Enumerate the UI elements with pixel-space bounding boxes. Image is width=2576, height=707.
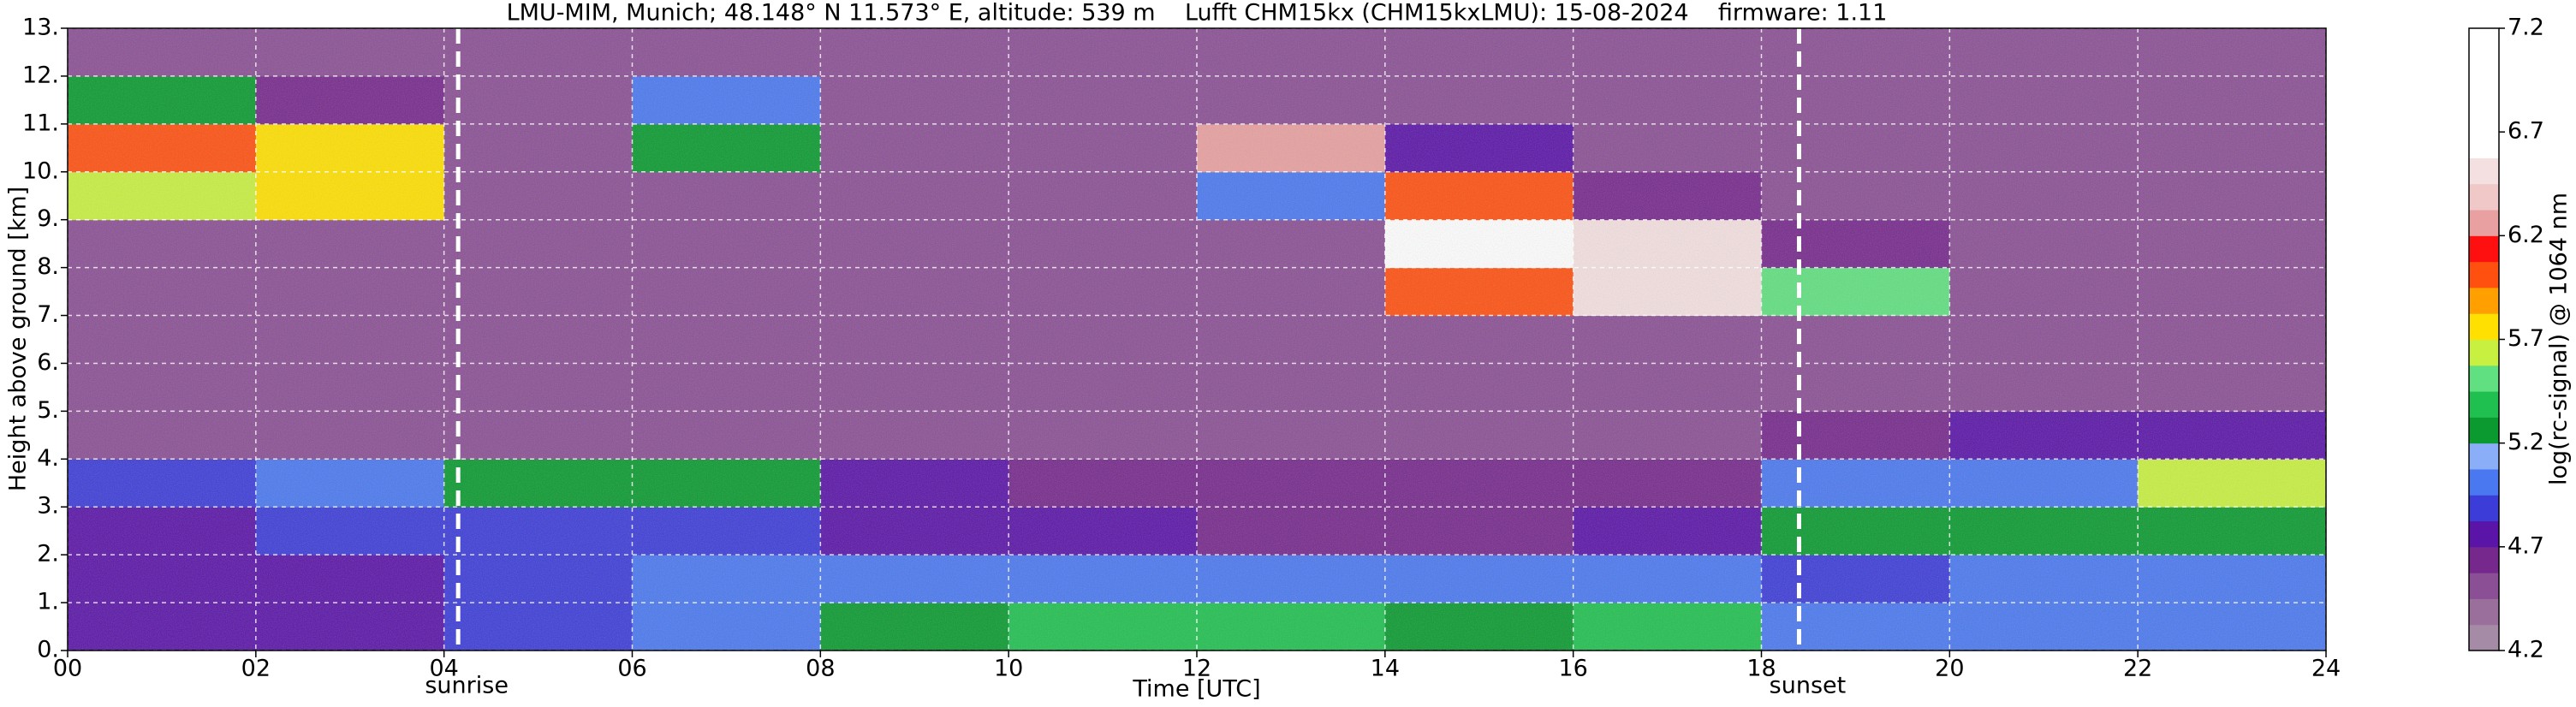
colorbar-swatch (2469, 132, 2499, 158)
y-tick-label: 0. (37, 637, 59, 663)
colorbar-swatch (2469, 287, 2499, 314)
annotation-label: sunrise (425, 673, 509, 699)
y-tick-label: 5. (37, 397, 59, 424)
colorbar-tick-label: 7.2 (2508, 15, 2544, 41)
x-tick-label: 06 (617, 656, 646, 682)
colorbar-swatch (2469, 624, 2499, 651)
y-tick-label: 6. (37, 349, 59, 376)
y-tick-label: 3. (37, 493, 59, 520)
y-tick-label: 11. (22, 110, 59, 136)
x-tick-label: 14 (1371, 656, 1400, 682)
colorbar-label: log(rc-signal) @ 1064 nm (2546, 193, 2573, 485)
chart-title: LMU-MIM, Munich; 48.148° N 11.573° E, al… (507, 0, 1888, 27)
x-tick-label: 20 (1935, 656, 1964, 682)
colorbar-tick-label: 6.2 (2508, 222, 2544, 248)
x-axis-label: Time [UTC] (1132, 676, 1260, 703)
colorbar-tick-label: 5.7 (2508, 325, 2544, 352)
y-tick-label: 8. (37, 253, 59, 280)
colorbar-swatch (2469, 183, 2499, 211)
y-axis-label: Height above ground [km] (5, 187, 32, 491)
x-tick-label: 04 (429, 656, 458, 682)
y-tick-label: 12. (22, 62, 59, 88)
y-tick-label: 2. (37, 541, 59, 567)
colorbar-swatch (2469, 546, 2499, 573)
x-tick-label: 08 (806, 656, 835, 682)
colorbar-swatch (2469, 365, 2499, 392)
y-tick-label: 4. (37, 445, 59, 472)
x-tick-label: 24 (2311, 656, 2341, 682)
colorbar-swatch (2469, 495, 2499, 522)
colorbar-swatch (2469, 598, 2499, 626)
colorbar-swatch (2469, 210, 2499, 236)
colorbar-tick-label: 4.2 (2508, 637, 2544, 663)
x-tick-label: 18 (1746, 656, 1776, 682)
colorbar-swatch (2469, 339, 2499, 366)
colorbar-swatch (2469, 105, 2499, 133)
plot-frame (67, 27, 2327, 651)
x-tick-label: 22 (2123, 656, 2152, 682)
colorbar-tick-label: 6.7 (2508, 118, 2544, 145)
x-tick-label: 02 (241, 656, 271, 682)
colorbar-tick-label: 4.7 (2508, 532, 2544, 559)
colorbar-swatch (2469, 417, 2499, 444)
colorbar-swatch (2469, 54, 2499, 81)
x-tick-label: 12 (1182, 656, 1211, 682)
x-tick-label: 16 (1558, 656, 1587, 682)
colorbar-tick-label: 5.2 (2508, 429, 2544, 455)
colorbar-swatch (2469, 28, 2499, 55)
colorbar-swatch (2469, 313, 2499, 340)
y-tick-label: 7. (37, 301, 59, 328)
colorbar-swatch (2469, 261, 2499, 288)
y-tick-label: 9. (37, 205, 59, 232)
y-tick-label: 1. (37, 589, 59, 615)
colorbar-swatch (2469, 80, 2499, 107)
colorbar-swatch (2469, 157, 2499, 185)
colorbar-swatch (2469, 468, 2499, 496)
x-tick-label: 00 (53, 656, 82, 682)
y-tick-label: 13. (22, 15, 59, 41)
colorbar-swatch (2469, 443, 2499, 470)
colorbar-swatch (2469, 391, 2499, 418)
colorbar-swatch (2469, 235, 2499, 263)
colorbar-swatch (2469, 573, 2499, 599)
colorbar-swatch (2469, 520, 2499, 548)
x-tick-label: 10 (994, 656, 1023, 682)
annotation-label: sunset (1770, 673, 1847, 699)
y-tick-label: 10. (22, 157, 59, 184)
